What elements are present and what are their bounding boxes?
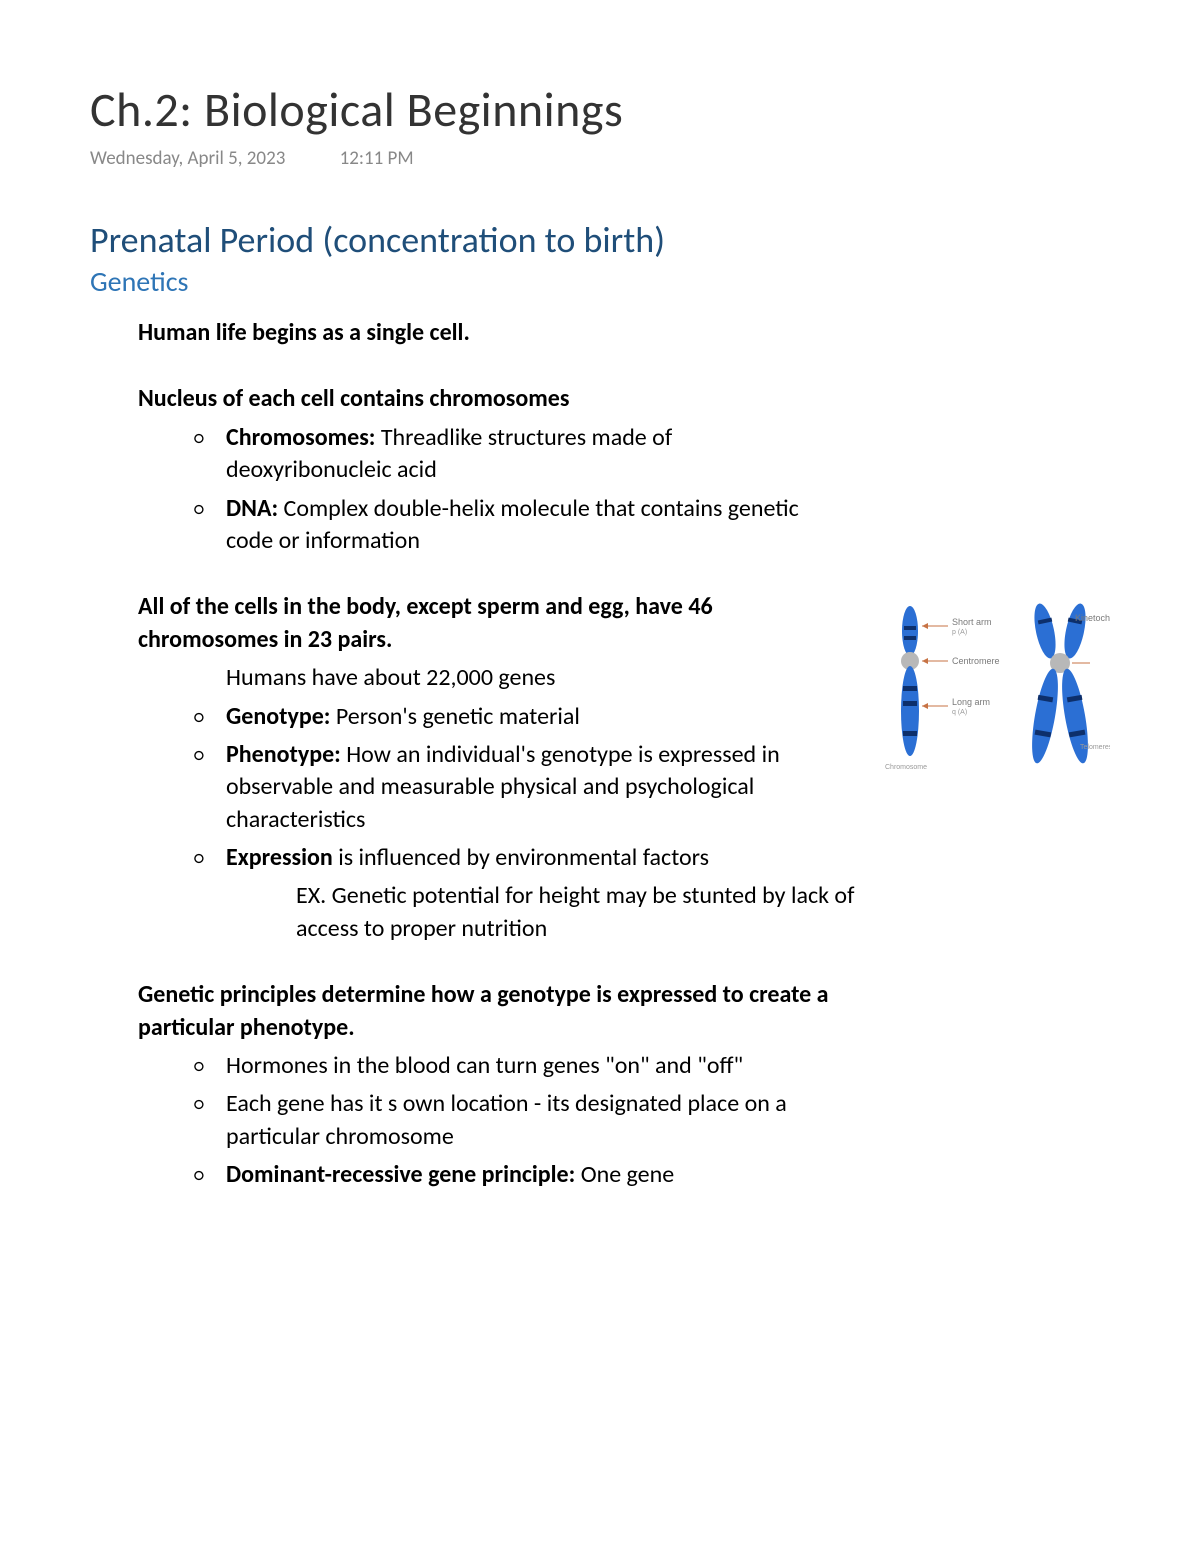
list-item: Phenotype: How an individual's genotype … (186, 739, 826, 836)
intro-line: Human life begins as a single cell. (138, 317, 778, 349)
dominant-def: One gene (575, 1160, 674, 1189)
page-title: Ch.2: Biological Beginnings (90, 80, 1110, 139)
genotype-def: Person's genetic material (330, 702, 579, 731)
label-long-arm: Long arm (952, 697, 990, 707)
label-kinetochore: Kinetochore (1075, 613, 1110, 623)
expression-def: is influenced by environmental factors (333, 843, 709, 872)
single-chromosome-icon (901, 606, 919, 756)
chromosomes-term: Chromosomes: (226, 423, 375, 452)
page-cutoff-mask (0, 1533, 1200, 1553)
label-short-arm: Short arm (952, 617, 992, 627)
dna-def: Complex double-helix molecule that conta… (226, 494, 799, 555)
subsection-heading: Genetics (90, 264, 1110, 299)
chromosome-diagram-container: Short arm p (A) Centromere Long arm q (A… (880, 591, 1110, 810)
phenotype-term: Phenotype: (226, 740, 341, 769)
meta-time: 12:11 PM (340, 147, 414, 170)
nucleus-heading: Nucleus of each cell contains chromosome… (138, 383, 778, 415)
list-item: Each gene has it s own location - its de… (186, 1088, 826, 1153)
nucleus-list: Chromosomes: Threadlike structures made … (186, 422, 1110, 558)
content-block: Human life begins as a single cell. Nucl… (90, 317, 1110, 1192)
list-item: DNA: Complex double-helix molecule that … (186, 493, 826, 558)
meta-date: Wednesday, April 5, 2023 (90, 147, 285, 170)
section-heading: Prenatal Period (concentration to birth) (90, 218, 1110, 262)
meta-line: Wednesday, April 5, 2023 12:11 PM (90, 147, 1110, 170)
principles-list: Hormones in the blood can turn genes "on… (186, 1050, 1110, 1192)
cells-list: Genotype: Person's genetic material Phen… (186, 701, 860, 875)
genes-count: Humans have about 22,000 genes (186, 662, 826, 694)
principles-heading: Genetic principles determine how a genot… (138, 979, 838, 1044)
list-item: Chromosomes: Threadlike structures made … (186, 422, 826, 487)
expression-term: Expression (226, 843, 333, 872)
label-chromosome: Chromosome (885, 764, 927, 771)
list-item: Genotype: Person's genetic material (186, 701, 826, 733)
list-item: Expression is influenced by environmenta… (186, 842, 826, 874)
label-long-arm-sub: q (A) (952, 709, 967, 716)
genotype-term: Genotype: (226, 702, 330, 731)
label-telomeres: Telomeres (1080, 744, 1110, 751)
dominant-term: Dominant-recessive gene principle: (226, 1160, 575, 1189)
label-short-arm-sub: p (A) (952, 629, 967, 636)
label-centromere: Centromere (952, 656, 1000, 666)
x-chromosome-icon (1027, 602, 1093, 765)
expression-example: EX. Genetic potential for height may be … (296, 880, 860, 945)
dna-term: DNA: (226, 494, 278, 523)
chromosome-diagram: Short arm p (A) Centromere Long arm q (A… (880, 601, 1110, 801)
list-item: Hormones in the blood can turn genes "on… (186, 1050, 826, 1082)
list-item: Dominant-recessive gene principle: One g… (186, 1159, 826, 1191)
cells-heading: All of the cells in the body, except spe… (138, 591, 838, 656)
